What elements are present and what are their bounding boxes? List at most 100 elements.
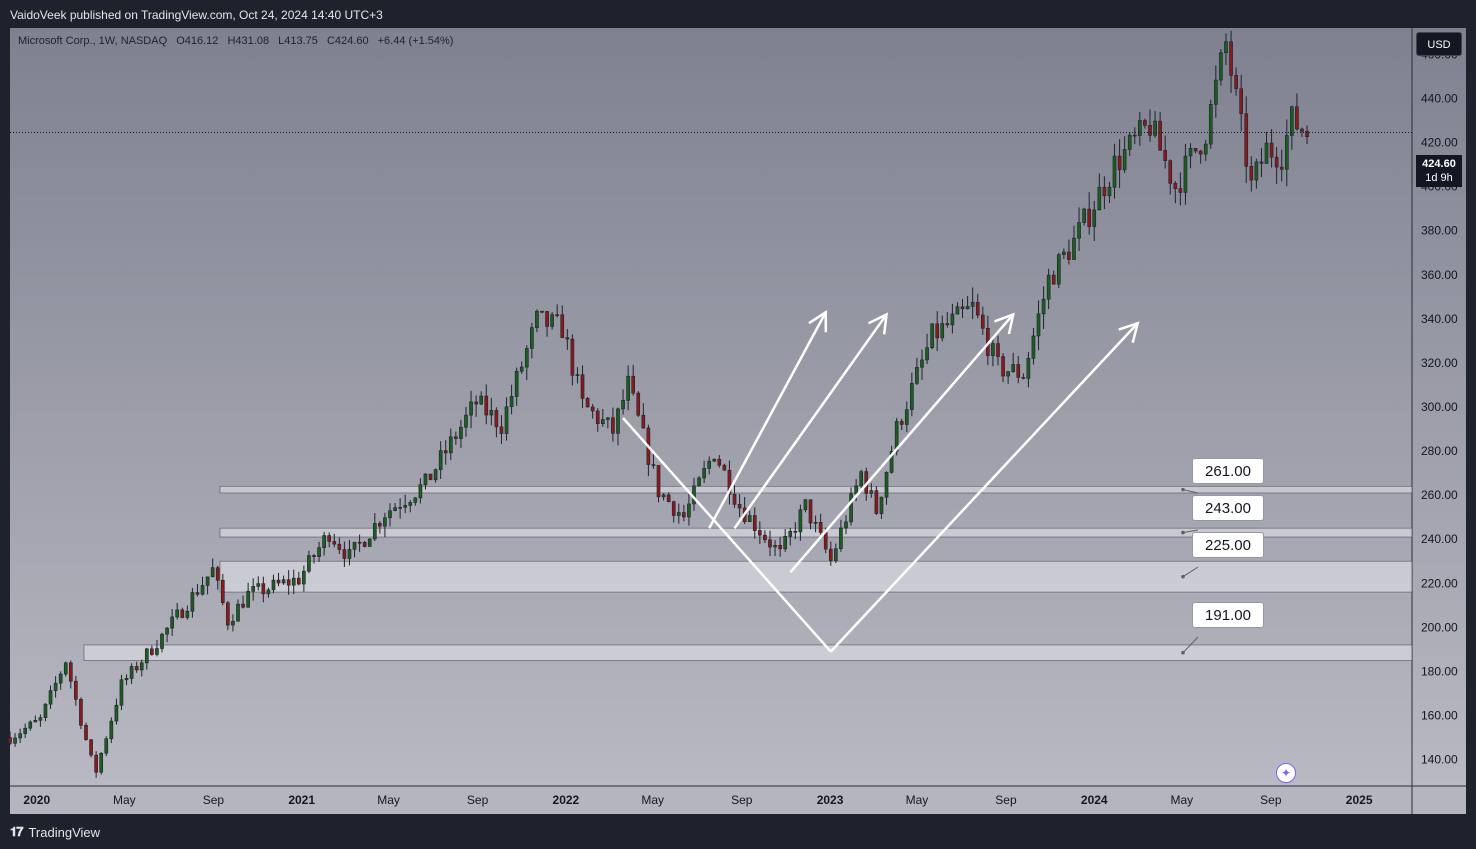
candle-body <box>606 417 610 420</box>
candle-body <box>519 366 524 372</box>
candle-body <box>940 323 945 339</box>
price-tick-label: 200.00 <box>1421 620 1458 634</box>
candle-body <box>454 436 458 439</box>
level-anchor-dot <box>1181 530 1185 535</box>
candle-body <box>1112 155 1117 188</box>
candle-body <box>641 414 646 429</box>
candle-body <box>676 512 681 516</box>
candle-body <box>190 592 195 612</box>
candle-body <box>752 515 757 531</box>
price-axis-background <box>1412 28 1466 786</box>
candle-body <box>920 359 924 368</box>
candle-body <box>367 538 372 547</box>
candle-body <box>1178 188 1183 193</box>
candle-body <box>43 703 48 718</box>
candle-body <box>413 497 418 503</box>
candle-body <box>595 410 600 424</box>
trend-arrow <box>708 311 827 529</box>
time-tick-label: May <box>906 793 929 807</box>
candle-body <box>388 510 392 519</box>
candle-body <box>94 754 98 773</box>
candle-body <box>550 314 554 327</box>
candle-body <box>1163 150 1168 161</box>
candle-body <box>1138 120 1142 136</box>
time-tick-label: Sep <box>731 793 753 807</box>
candle-body <box>124 678 129 681</box>
candle-body <box>23 727 28 734</box>
price-tick-label: 140.00 <box>1421 753 1458 767</box>
candle-body <box>869 490 874 494</box>
candle-body <box>1127 134 1132 150</box>
candle-body <box>590 406 595 412</box>
candle-body <box>246 590 250 608</box>
level-label-225[interactable]: 225.00 <box>1192 532 1264 558</box>
candle-body <box>1274 156 1279 168</box>
candle-body <box>970 302 975 307</box>
level-label-243[interactable]: 243.00 <box>1192 495 1264 521</box>
candle-body <box>1046 274 1051 300</box>
v-pattern-line <box>622 417 832 653</box>
candle-body <box>773 545 777 548</box>
currency-button[interactable]: USD <box>1416 32 1462 56</box>
candle-body <box>530 327 534 349</box>
plot-background <box>10 28 1412 786</box>
candle-body <box>1087 208 1092 227</box>
publisher-text: VaidoVeek published on TradingView.com, … <box>10 8 383 22</box>
level-callout-line <box>1182 636 1199 654</box>
candle-body <box>611 417 615 434</box>
candle-body <box>134 666 139 671</box>
close-value: C424.60 <box>326 35 369 47</box>
candle-body <box>899 421 904 425</box>
tradingview-brand: TradingView <box>28 824 101 840</box>
candle-body <box>915 366 919 384</box>
price-tick-label: 360.00 <box>1421 268 1458 282</box>
candle-body <box>484 395 489 416</box>
candle-body <box>1208 104 1213 145</box>
candle-body <box>910 383 914 410</box>
candle-body <box>1284 135 1289 170</box>
candle-body <box>236 603 240 622</box>
tradingview-logo[interactable]: 𝟏𝟕 TradingView <box>10 824 100 840</box>
candle-body <box>1259 161 1264 164</box>
candle-body <box>904 409 909 425</box>
candle-body <box>697 477 701 487</box>
symbol-name: Microsoft Corp., 1W, NASDAQ <box>18 35 168 47</box>
candle-body <box>763 534 767 541</box>
candle-body <box>996 343 1000 357</box>
level-zone <box>83 644 1413 661</box>
candle-body <box>1219 52 1223 81</box>
sparkle-icon[interactable]: ✦ <box>1276 763 1296 783</box>
candle-body <box>1229 41 1233 76</box>
candle-body <box>504 406 509 434</box>
candle-body <box>975 302 980 316</box>
candle-body <box>271 579 276 591</box>
candle-body <box>129 666 134 679</box>
candle-body <box>1148 125 1152 136</box>
candle-body <box>1183 155 1188 193</box>
level-zone <box>219 560 1413 593</box>
candle-body <box>1122 149 1127 171</box>
candle-body <box>499 426 504 434</box>
candle-body <box>1097 186 1102 211</box>
candle-body <box>312 555 316 557</box>
candle-body <box>509 396 514 408</box>
candle-body <box>18 733 22 739</box>
change-value: +6.44 (+1.54%) <box>377 35 454 47</box>
candle-body <box>991 343 995 356</box>
level-anchor-dot <box>1181 487 1185 492</box>
level-label-191[interactable]: 191.00 <box>1192 602 1264 628</box>
candle-body <box>58 673 63 684</box>
candle-body <box>1198 150 1203 155</box>
candle-body <box>1011 364 1016 372</box>
candle-body <box>48 690 53 705</box>
time-tick-label: 2021 <box>288 793 315 807</box>
level-label-261[interactable]: 261.00 <box>1192 458 1264 484</box>
candle-body <box>894 421 899 452</box>
price-tick-label: 380.00 <box>1421 224 1458 238</box>
candle-body <box>1234 75 1238 90</box>
candle-body <box>342 549 347 559</box>
trend-arrow-head <box>1118 321 1140 343</box>
candle-body <box>960 306 965 310</box>
candle-body <box>1264 142 1269 164</box>
